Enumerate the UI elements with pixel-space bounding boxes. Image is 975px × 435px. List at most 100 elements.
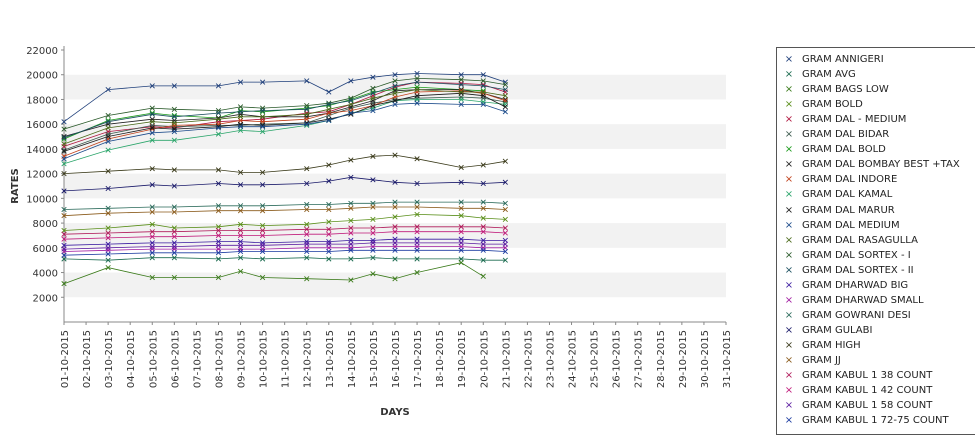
data-point [502,179,508,185]
series [61,199,508,213]
x-tick-label: 16-10-2015 [391,330,402,388]
legend-item: × GRAM JJ [783,353,841,368]
data-point [326,110,332,116]
data-point [259,232,266,239]
series-line [63,92,506,152]
data-point [149,209,155,215]
data-point [237,127,244,133]
y-tick-label: 12000 [26,170,58,181]
legend-marker-icon: × [784,159,794,171]
x-tick-label: 26-10-2015 [612,330,623,388]
data-point [392,204,398,210]
data-point [502,200,508,206]
data-point [502,86,508,93]
data-point [414,86,420,93]
data-point [171,83,177,89]
data-point [105,125,111,131]
data-point [61,141,67,147]
data-point [105,168,111,174]
legend-item: × GRAM DAL MEDIUM [783,218,900,233]
legend-label: GRAM DAL SORTEX - I [802,249,911,261]
data-point [392,98,398,104]
data-point [304,106,310,112]
data-point [61,133,67,140]
data-point [171,137,177,143]
data-point [414,100,420,106]
data-point [237,124,244,130]
data-point [502,98,508,104]
data-point [370,240,376,246]
data-point [149,250,155,256]
data-point [259,203,266,209]
series [61,204,508,219]
data-point [458,199,464,205]
data-point [348,230,354,236]
data-point [237,248,244,255]
data-point [414,229,420,235]
series-line [63,246,506,252]
data-point [259,79,266,85]
legend-label: GRAM DAL KAMAL [802,189,893,201]
data-point [392,276,398,282]
data-point [304,206,310,213]
series-line [63,89,506,145]
series [61,260,486,287]
data-point [348,110,354,116]
data-point [414,156,420,162]
data-point [502,82,508,88]
series-line [63,242,506,250]
data-point [61,256,67,262]
data-point [105,147,111,153]
legend-marker-icon: × [784,339,794,351]
data-point [149,125,155,131]
data-point [105,185,111,192]
data-point [237,208,244,214]
data-point [502,109,508,115]
legend-marker-icon: × [784,234,794,246]
legend-item: × GRAM DAL MARUR [783,203,895,218]
data-point [259,124,266,130]
x-tick-label: 09-10-2015 [237,330,248,388]
series-line [63,206,506,217]
data-point [171,274,177,281]
series-line [63,213,506,231]
legend-label: GRAM GOWRANI DESI [802,309,911,321]
data-point [61,156,67,162]
data-point [61,147,67,153]
data-point [370,200,376,206]
data-point [105,138,111,145]
data-point [348,237,354,244]
x-tick-label: 04-10-2015 [126,330,137,388]
data-point [105,112,111,119]
series-line [63,81,506,139]
y-tick-label: 6000 [33,244,58,255]
data-point [215,131,222,137]
data-point [215,256,222,262]
legend-item: × GRAM HIGH [783,338,861,353]
data-point [149,204,155,210]
x-tick-label: 31-10-2015 [722,330,733,388]
x-tick-label: 12-10-2015 [303,330,314,388]
data-point [414,256,420,262]
legend-marker-icon: × [784,129,794,141]
data-point [215,227,222,234]
data-point [326,178,332,184]
data-point [105,257,111,263]
x-tick-label: 20-10-2015 [479,330,490,388]
legend-item: × GRAM DHARWAD BIG [783,278,908,293]
data-point [61,188,67,194]
data-point [370,243,376,250]
legend-item: × GRAM BOLD [783,97,863,112]
legend-label: GRAM JJ [802,355,841,366]
x-tick-label: 14-10-2015 [347,330,358,388]
series [61,174,508,194]
data-point [326,106,332,112]
data-point [480,89,486,95]
legend-marker-icon: × [784,309,794,321]
x-tick-label: 10-10-2015 [259,330,270,388]
legend-label: GRAM DAL SORTEX - II [802,264,914,276]
data-point [458,82,464,88]
legend-marker-icon: × [784,355,794,366]
data-point [171,250,177,256]
data-point [215,242,222,248]
